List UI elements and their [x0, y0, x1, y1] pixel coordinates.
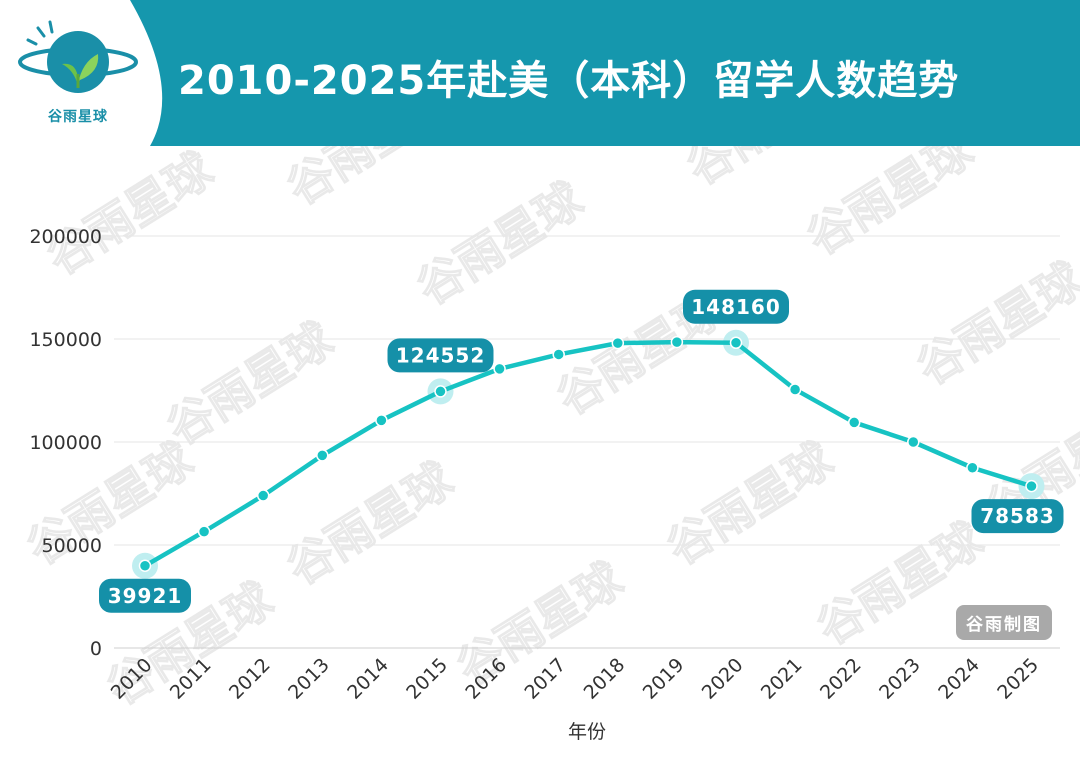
x-tick-label: 2012 — [225, 654, 275, 704]
data-point — [788, 383, 802, 396]
watermark-text: 谷雨星球 — [407, 171, 593, 315]
data-point — [611, 336, 625, 350]
watermark-text: 谷雨星球 — [907, 251, 1080, 395]
data-point — [434, 385, 447, 398]
data-point — [256, 489, 270, 502]
y-tick-label: 50000 — [42, 535, 102, 557]
watermark-text: 谷雨星球 — [277, 146, 463, 215]
x-tick-label: 2019 — [639, 654, 689, 704]
data-label-pill — [99, 578, 191, 613]
data-label: 78583 — [980, 504, 1055, 528]
data-point — [375, 414, 388, 427]
data-point — [966, 461, 979, 474]
data-point — [493, 362, 506, 376]
x-tick-label: 2015 — [402, 654, 452, 704]
data-point — [729, 336, 743, 350]
data-point — [197, 525, 211, 538]
watermark-text: 谷雨星球 — [277, 451, 463, 595]
watermark-text: 谷雨星球 — [677, 146, 863, 195]
credit-badge: 谷雨制图 — [956, 605, 1052, 640]
data-point — [907, 435, 920, 449]
y-tick-label: 100000 — [29, 432, 102, 454]
y-tick-label: 200000 — [29, 226, 102, 248]
watermark-text: 谷雨星球 — [37, 146, 223, 285]
watermark-text: 谷雨星球 — [657, 431, 843, 575]
x-axis-label: 年份 — [568, 721, 606, 743]
data-label-pill — [387, 338, 494, 373]
x-tick-label: 2014 — [343, 654, 393, 704]
watermark-text: 谷雨星球 — [797, 146, 983, 265]
data-point — [847, 416, 861, 429]
y-tick-label: 0 — [90, 638, 102, 660]
data-label: 148160 — [691, 295, 781, 319]
data-point — [670, 335, 684, 349]
watermark-text: 谷雨星球 — [157, 311, 343, 455]
data-point — [316, 449, 329, 462]
data-label: 39921 — [108, 584, 183, 608]
x-tick-label: 2025 — [993, 654, 1043, 704]
x-tick-label: 2020 — [698, 654, 748, 704]
x-tick-label: 2022 — [816, 654, 866, 704]
data-label: 124552 — [396, 343, 486, 367]
data-label-pill — [971, 499, 1064, 534]
header-shape — [130, 0, 1080, 146]
page-title: 2010-2025年赴美（本科）留学人数趋势 — [178, 58, 960, 104]
planet-sprout-icon — [18, 20, 138, 93]
logo: 谷雨星球 — [14, 18, 142, 130]
x-tick-label: 2018 — [580, 654, 630, 704]
data-point — [1025, 479, 1038, 493]
data-label-pill — [683, 289, 789, 324]
data-point — [138, 559, 152, 573]
x-tick-label: 2021 — [757, 654, 807, 704]
x-tick-label: 2013 — [284, 654, 334, 704]
header-banner: 谷雨星球 2010-2025年赴美（本科）留学人数趋势 — [0, 0, 1080, 146]
logo-text: 谷雨星球 — [48, 109, 108, 125]
x-tick-label: 2023 — [875, 654, 925, 704]
data-point — [552, 348, 565, 361]
x-tick-label: 2024 — [934, 654, 984, 704]
y-tick-label: 150000 — [29, 329, 102, 351]
series-line — [142, 339, 1034, 569]
